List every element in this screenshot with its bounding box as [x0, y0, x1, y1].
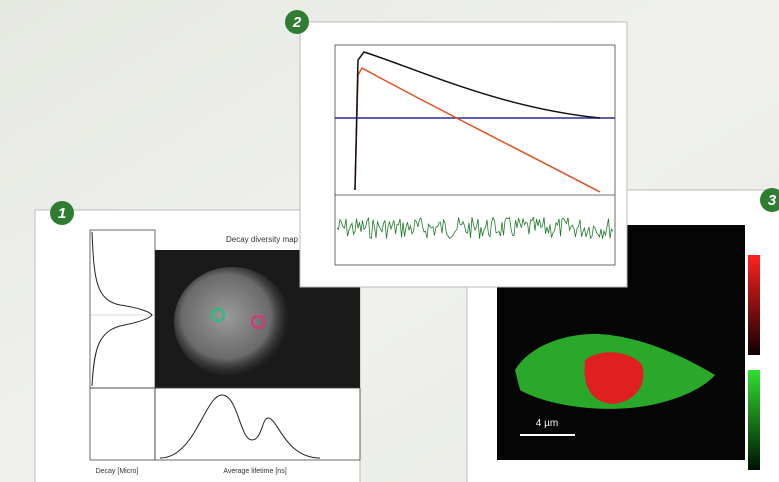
plot-frame	[335, 45, 615, 265]
screenshot: 4 µm 3 Decay diversity map Decay [Micro]…	[0, 0, 779, 482]
panel-title: Decay diversity map	[226, 235, 299, 244]
colorbar	[748, 370, 760, 470]
badge-number: 3	[768, 192, 777, 209]
badge-number: 2	[292, 14, 302, 31]
x-axis-label: Average lifetime [ns]	[223, 468, 286, 475]
scale-label: 4 µm	[536, 418, 558, 429]
x-axis-label: Decay [Micro]	[96, 468, 139, 475]
panel-2: 2	[285, 10, 627, 287]
colorbar	[748, 255, 760, 355]
cell-image	[174, 267, 290, 377]
badge-number: 1	[58, 205, 66, 222]
